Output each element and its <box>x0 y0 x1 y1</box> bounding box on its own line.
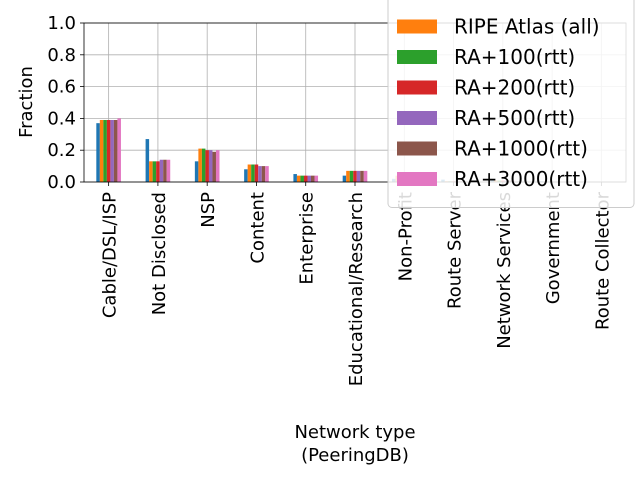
bar <box>363 170 368 182</box>
bar <box>106 119 111 182</box>
bar <box>296 175 301 182</box>
legend-label: RA+100(rtt) <box>454 45 575 69</box>
y-axis-label: Fraction <box>16 66 37 138</box>
bar <box>212 151 216 182</box>
x-tick-label: NSP <box>198 192 219 228</box>
bar <box>99 119 104 182</box>
bar <box>346 170 350 182</box>
bar <box>293 174 297 182</box>
bar <box>198 148 202 182</box>
bar <box>194 161 199 182</box>
x-tick-label: Educational/Research <box>346 192 367 386</box>
y-tick-label: 0.2 <box>47 140 76 161</box>
y-tick-label: 0.8 <box>47 45 76 66</box>
bar <box>156 161 160 182</box>
x-tick-label: Route Server <box>445 191 466 309</box>
bar <box>353 170 357 182</box>
legend-swatch <box>397 172 437 186</box>
bar <box>113 119 118 182</box>
legend-swatch <box>397 141 437 156</box>
bar <box>103 119 107 182</box>
bar <box>311 175 315 182</box>
y-tick-label: 0.6 <box>47 77 76 98</box>
legend-swatch <box>397 19 437 34</box>
bar <box>110 119 114 182</box>
legend-swatch <box>397 80 437 95</box>
bar <box>349 170 354 182</box>
x-tick-label: Government <box>543 192 564 304</box>
legend-frame <box>387 0 635 208</box>
bar <box>247 164 252 182</box>
bar <box>258 166 262 182</box>
x-tick-label: Cable/DSL/ISP <box>100 192 121 318</box>
bar <box>166 159 171 182</box>
bar <box>251 164 255 182</box>
legend-label: RA+3000(rtt) <box>454 167 588 191</box>
x-axis-label-line2: (PeeringDB) <box>301 445 409 466</box>
x-tick-label: Enterprise <box>297 192 318 285</box>
bar <box>159 159 164 182</box>
bar <box>303 175 308 182</box>
bar <box>215 150 220 182</box>
x-axis-label-line1: Network type <box>294 422 415 443</box>
bar <box>201 148 206 182</box>
bar <box>342 175 347 182</box>
bar <box>205 150 209 182</box>
bar <box>265 166 269 182</box>
legend-swatch <box>397 111 437 125</box>
x-tick-label: Not Disclosed <box>149 192 170 315</box>
x-tick-label: Route Collector <box>592 191 613 330</box>
x-axis-ticks: Cable/DSL/ISP Not Disclosed NSP Content Ente… <box>100 182 613 386</box>
legend-label: RIPE Atlas (all) <box>454 15 600 39</box>
bar <box>96 123 100 182</box>
bar <box>356 170 361 182</box>
x-tick-label: Content <box>247 192 268 264</box>
bar <box>149 161 153 182</box>
y-axis-ticks: 0.0 0.2 0.4 0.6 0.8 1.0 <box>47 13 84 193</box>
x-tick-label: Non-Profit <box>395 192 416 281</box>
y-tick-label: 1.0 <box>47 13 76 34</box>
bar <box>314 175 319 182</box>
legend-label: RA+500(rtt) <box>454 106 575 130</box>
bar <box>152 161 157 182</box>
x-tick-label: Network Services <box>494 192 515 349</box>
bar <box>244 169 248 182</box>
y-tick-label: 0.0 <box>47 172 76 193</box>
bar <box>208 150 213 182</box>
bar <box>307 175 312 182</box>
legend-swatch <box>397 50 437 64</box>
bar <box>300 175 304 182</box>
legend: RIPE Atlas (all) RA+100(rtt) RA+200(rtt) RA… <box>387 0 635 208</box>
bar <box>163 159 167 182</box>
bar <box>254 164 259 182</box>
bars <box>96 118 565 182</box>
legend-label: RA+200(rtt) <box>454 76 575 100</box>
bar <box>261 166 266 182</box>
legend-label: RA+1000(rtt) <box>454 137 588 161</box>
bar <box>117 118 121 182</box>
bar <box>145 139 150 182</box>
bar <box>360 170 364 182</box>
y-tick-label: 0.4 <box>47 108 76 129</box>
